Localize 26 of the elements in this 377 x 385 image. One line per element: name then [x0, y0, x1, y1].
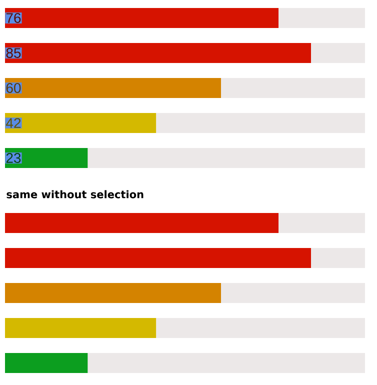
data-label: 85 — [6, 48, 21, 58]
bar — [5, 213, 279, 234]
bar — [5, 283, 222, 304]
bar — [88, 148, 366, 168]
bar — [5, 353, 88, 373]
bar — [5, 148, 88, 168]
bar — [311, 248, 366, 268]
bar — [221, 78, 366, 98]
data-label: 42 — [6, 118, 21, 128]
data-label: 60 — [6, 83, 21, 93]
bar — [88, 353, 366, 373]
data-label: 23 — [6, 153, 21, 163]
bar — [156, 113, 366, 133]
bar — [156, 318, 366, 338]
bar — [221, 283, 366, 304]
bar — [5, 43, 312, 63]
bar — [5, 8, 279, 28]
bar — [311, 43, 366, 63]
bar — [278, 8, 366, 28]
bar — [5, 113, 156, 133]
bar — [278, 213, 366, 234]
chart-title: same without selection — [6, 190, 144, 198]
bar — [5, 318, 156, 338]
bar — [5, 248, 312, 268]
data-label: 76 — [6, 13, 21, 23]
bar — [5, 78, 222, 98]
